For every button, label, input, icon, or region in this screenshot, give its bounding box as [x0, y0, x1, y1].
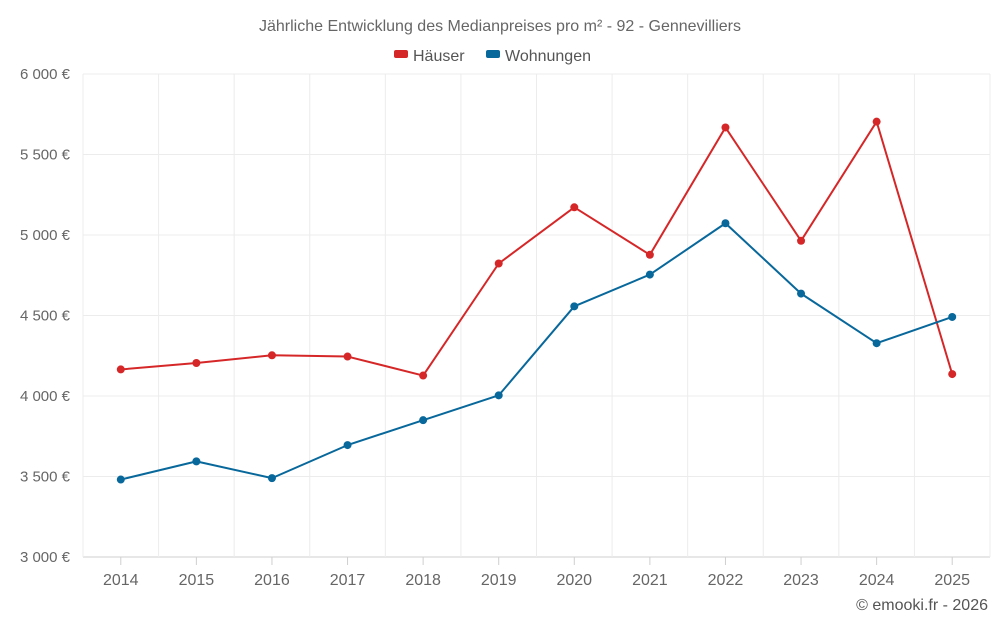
chart-title: Jährliche Entwicklung des Medianpreises … [259, 18, 741, 35]
data-point[interactable] [721, 219, 730, 228]
y-axis: 3 000 € 3 500 € 4 000 € 4 500 € 5 000 € 5 500… [20, 66, 71, 566]
y-tick-label: 6 000 € [20, 66, 71, 83]
data-point[interactable] [948, 312, 957, 321]
data-point[interactable] [872, 117, 881, 126]
legend-swatch [394, 50, 408, 58]
x-tick-label: 2023 [783, 572, 819, 589]
series-layer [116, 117, 957, 484]
series-line-1 [120, 222, 953, 481]
y-tick-label: 5 000 € [20, 227, 71, 244]
data-point[interactable] [948, 370, 957, 379]
legend-item-1[interactable]: Wohnungen [486, 48, 591, 65]
x-tick-label: 2022 [708, 572, 744, 589]
y-tick-label: 3 500 € [20, 469, 71, 486]
data-point[interactable] [797, 289, 806, 298]
x-tick-label: 2015 [179, 572, 215, 589]
data-point[interactable] [192, 358, 201, 367]
x-tick-label: 2021 [632, 572, 668, 589]
grid [82, 73, 991, 558]
y-tick-label: 4 500 € [20, 308, 71, 325]
x-axis: 2014 2015 2016 2017 2018 2019 2020 2021 2022 2023… [103, 557, 970, 589]
data-point[interactable] [721, 123, 730, 132]
legend-label: Häuser [413, 48, 465, 65]
data-point[interactable] [343, 441, 352, 450]
y-tick-label: 5 500 € [20, 147, 71, 164]
legend-item-0[interactable]: Häuser [394, 48, 465, 65]
x-tick-label: 2016 [254, 572, 290, 589]
x-tick-label: 2018 [405, 572, 441, 589]
data-point[interactable] [343, 352, 352, 361]
data-point[interactable] [570, 302, 579, 311]
series-line-0 [120, 120, 954, 377]
data-point[interactable] [116, 365, 125, 374]
x-tick-label: 2020 [556, 572, 592, 589]
data-point[interactable] [267, 474, 276, 483]
x-tick-label: 2014 [103, 572, 139, 589]
data-point[interactable] [797, 236, 806, 245]
data-point[interactable] [872, 339, 881, 348]
x-tick-label: 2024 [859, 572, 895, 589]
x-tick-label: 2019 [481, 572, 517, 589]
data-point[interactable] [267, 351, 276, 360]
data-point[interactable] [494, 391, 503, 400]
y-tick-label: 3 000 € [20, 549, 71, 566]
legend-swatch [486, 50, 500, 58]
data-point[interactable] [419, 371, 428, 380]
data-point[interactable] [645, 250, 654, 259]
x-tick-label: 2025 [934, 572, 970, 589]
credit-text: © emooki.fr - 2026 [856, 597, 988, 614]
data-point[interactable] [494, 259, 503, 268]
y-tick-label: 4 000 € [20, 388, 71, 405]
data-point[interactable] [645, 270, 654, 279]
legend-label: Wohnungen [505, 48, 591, 65]
data-point[interactable] [192, 457, 201, 466]
data-point[interactable] [419, 416, 428, 425]
data-point[interactable] [570, 203, 579, 212]
data-point[interactable] [116, 475, 125, 484]
legend: Häuser Wohnungen [394, 48, 591, 65]
x-tick-label: 2017 [330, 572, 366, 589]
